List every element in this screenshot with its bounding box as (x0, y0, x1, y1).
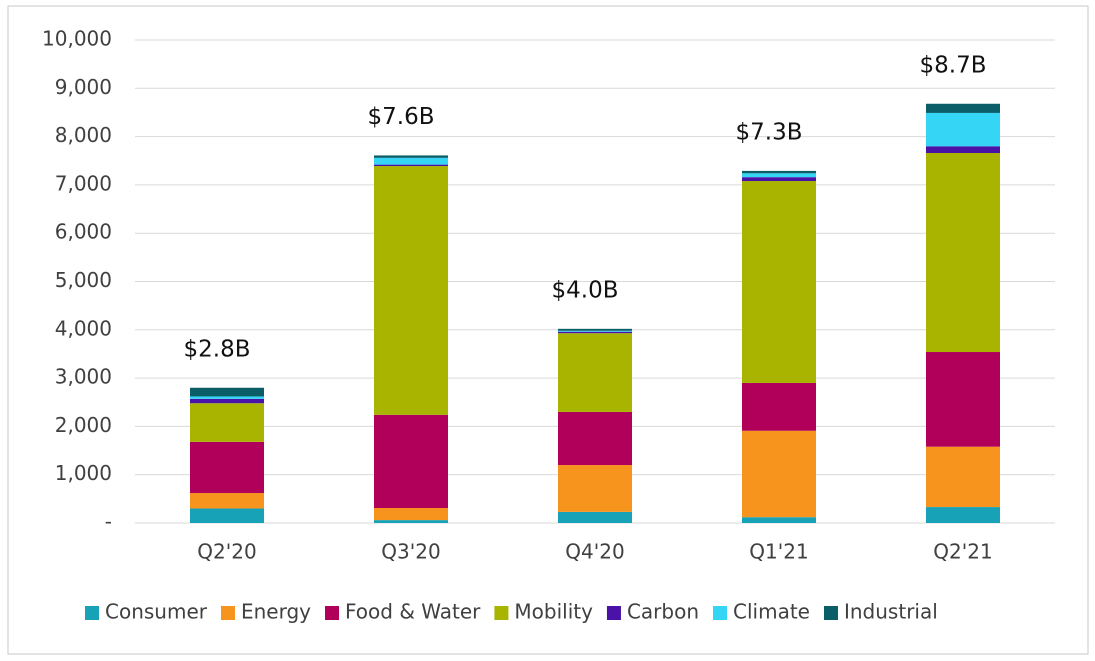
total-label: $8.7B (920, 52, 987, 78)
bar-segment (926, 146, 1000, 154)
x-tick-label: Q2'21 (933, 540, 992, 564)
bar-segment (926, 153, 1000, 353)
bar-segment (190, 403, 264, 442)
bar-segment (742, 430, 816, 518)
bar-segment (190, 493, 264, 509)
bar-segment (374, 508, 448, 521)
bar-segment (926, 446, 1000, 508)
bar-segment (742, 170, 816, 174)
bar-segment (742, 517, 816, 523)
y-tick-label: 3,000 (55, 365, 112, 389)
legend-swatch (823, 606, 838, 620)
bar-segment (742, 181, 816, 383)
bar-segment (926, 507, 1000, 523)
legend-swatch (713, 606, 728, 620)
bar-segment (190, 508, 264, 523)
legend-label: Climate (733, 600, 810, 624)
legend-label: Carbon (627, 600, 699, 624)
total-label: $7.3B (736, 119, 803, 145)
y-tick-label: 6,000 (55, 220, 112, 244)
legend-swatch (85, 606, 99, 620)
y-tick-label: 10,000 (42, 27, 112, 51)
bar-segment (558, 331, 632, 334)
x-tick-label: Q3'20 (381, 540, 440, 564)
bar-segment (558, 511, 632, 523)
bar-segment (558, 465, 632, 512)
bar-segment (926, 103, 1000, 113)
y-tick-label: 8,000 (55, 123, 112, 147)
bar-segment (742, 173, 816, 178)
bar-segment (190, 387, 264, 397)
x-tick-label: Q1'21 (749, 540, 808, 564)
bar-segment (374, 157, 448, 165)
bar-segment (374, 155, 448, 158)
y-tick-label: 4,000 (55, 316, 112, 340)
bar-segment (374, 164, 448, 167)
legend-label: Energy (241, 600, 311, 624)
bar-segment (742, 177, 816, 182)
y-tick-label: 9,000 (55, 75, 112, 99)
legend-label: Mobility (514, 600, 593, 624)
bar-segment (926, 352, 1000, 447)
legend-swatch (606, 606, 621, 620)
bar-segment (742, 382, 816, 431)
legend-label: Food & Water (345, 600, 481, 624)
bar-segment (374, 414, 448, 509)
total-label: $7.6B (368, 104, 435, 130)
legend-label: Industrial (844, 600, 938, 624)
bar-segment (190, 441, 264, 494)
x-tick-label: Q2'20 (197, 540, 256, 564)
bar-segment (558, 330, 632, 332)
y-tick-label: 1,000 (55, 461, 112, 485)
legend-swatch (220, 606, 235, 620)
bar-segment (190, 396, 264, 399)
bar-segment (558, 328, 632, 331)
x-tick-label: Q4'20 (565, 540, 624, 564)
total-label: $4.0B (552, 277, 619, 303)
y-tick-label: 5,000 (55, 268, 112, 292)
total-label: $2.8B (184, 336, 251, 362)
bar-segment (926, 112, 1000, 147)
legend-swatch (325, 606, 340, 620)
legend-swatch (494, 606, 509, 620)
bar-segment (558, 411, 632, 466)
y-tick-label: 7,000 (55, 171, 112, 195)
legend-label: Consumer (105, 600, 208, 624)
y-tick-label: - (105, 510, 112, 534)
bar-segment (558, 333, 632, 412)
bar-segment (190, 398, 264, 404)
bar-segment (374, 166, 448, 415)
bar-segment (374, 520, 448, 523)
y-tick-label: 2,000 (55, 413, 112, 437)
